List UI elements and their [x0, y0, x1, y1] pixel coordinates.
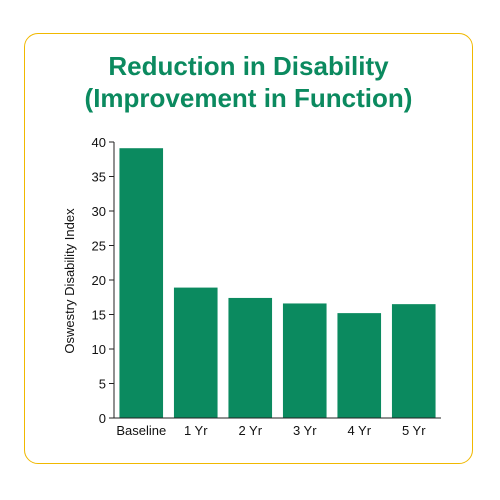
chart-title-line-1: Reduction in Disability — [108, 51, 389, 81]
chart-title-line-2: (Improvement in Function) — [84, 83, 413, 113]
x-tick-label: Baseline — [116, 423, 166, 438]
y-tick-label: 25 — [92, 239, 106, 254]
y-axis-label: Oswestry Disability Index — [62, 208, 77, 354]
bar-5-yr — [391, 304, 436, 418]
y-tick-label: 30 — [92, 204, 106, 219]
y-tick-label: 0 — [99, 411, 106, 426]
y-tick-label: 5 — [99, 377, 106, 392]
x-tick-label: 4 Yr — [347, 423, 371, 438]
bar-1-yr — [173, 287, 218, 418]
y-tick-label: 15 — [92, 308, 106, 323]
y-axis: 0 5 10 15 20 25 30 35 40 — [92, 135, 115, 426]
y-tick-label: 35 — [92, 170, 106, 185]
x-axis: Baseline 1 Yr 2 Yr 3 Yr 4 Yr 5 Yr — [114, 417, 441, 438]
bar-3-yr — [282, 303, 327, 418]
x-tick-label: 3 Yr — [293, 423, 317, 438]
y-tick-label: 10 — [92, 342, 106, 357]
x-tick-label: 2 Yr — [238, 423, 262, 438]
bar-2-yr — [228, 297, 273, 418]
chart-title: Reduction in Disability (Improvement in … — [24, 50, 473, 114]
bars-group — [119, 148, 436, 418]
bar-4-yr — [337, 313, 382, 418]
y-tick-label: 40 — [92, 135, 106, 150]
x-tick-label: 1 Yr — [184, 423, 208, 438]
x-tick-label: 5 Yr — [402, 423, 426, 438]
bar-baseline — [119, 148, 164, 418]
y-tick-label: 20 — [92, 273, 106, 288]
